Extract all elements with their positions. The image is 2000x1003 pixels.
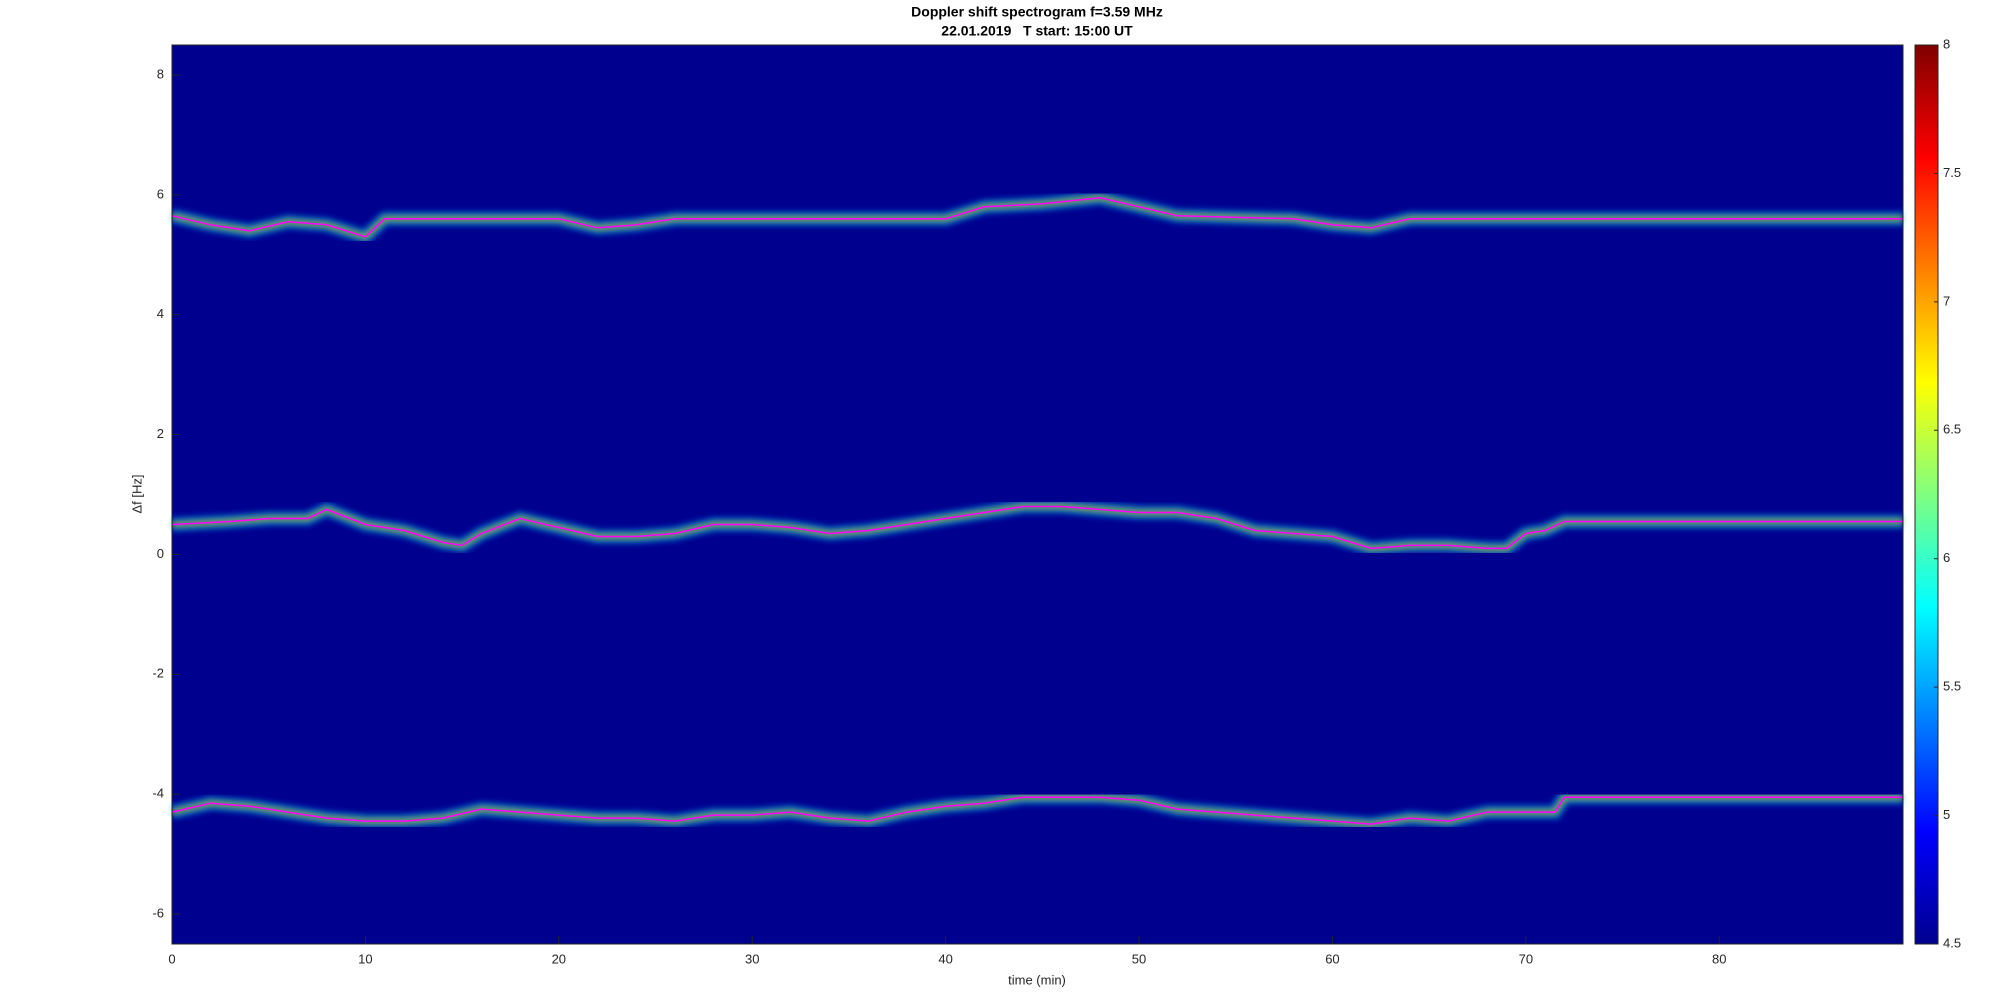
y-tick-label: -6: [152, 905, 164, 920]
chart-title: Doppler shift spectrogram f=3.59 MHz: [911, 4, 1163, 20]
x-tick-label: 80: [1712, 951, 1726, 966]
colorbar-tick-label: 8: [1943, 36, 1950, 51]
y-tick-label: -2: [152, 666, 164, 681]
trace-line: [171, 197, 1903, 238]
x-tick-label: 10: [358, 951, 372, 966]
colorbar: [1914, 44, 1939, 945]
chart-subtitle: 22.01.2019 T start: 15:00 UT: [941, 23, 1133, 39]
colorbar-tick-label: 7.5: [1943, 165, 1961, 180]
x-tick-label: 70: [1519, 951, 1533, 966]
y-tick-label: 4: [157, 306, 164, 321]
x-tick-label: 20: [552, 951, 566, 966]
x-axis-label: time (min): [1008, 972, 1066, 987]
y-tick-label: -4: [152, 786, 164, 801]
x-tick-label: 60: [1325, 951, 1339, 966]
colorbar-tick-label: 6.5: [1943, 422, 1961, 437]
x-tick-label: 0: [168, 951, 175, 966]
colorbar-tick-label: 4.5: [1943, 935, 1961, 950]
y-tick-label: 6: [157, 186, 164, 201]
trace-line: [171, 796, 1903, 825]
x-tick-label: 50: [1132, 951, 1146, 966]
colorbar-tick-label: 6: [1943, 550, 1950, 565]
y-tick-label: 2: [157, 426, 164, 441]
y-tick-label: 8: [157, 66, 164, 81]
colorbar-tick-label: 5: [1943, 807, 1950, 822]
colorbar-tick-label: 7: [1943, 293, 1950, 308]
x-tick-label: 30: [745, 951, 759, 966]
plot-frame: [171, 44, 1904, 945]
y-tick-label: 0: [157, 546, 164, 561]
trace-line: [171, 505, 1903, 550]
y-axis-label: Δf [Hz]: [129, 474, 144, 513]
colorbar-tick-label: 5.5: [1943, 679, 1961, 694]
x-tick-label: 40: [938, 951, 952, 966]
plot-background: [172, 45, 1903, 944]
